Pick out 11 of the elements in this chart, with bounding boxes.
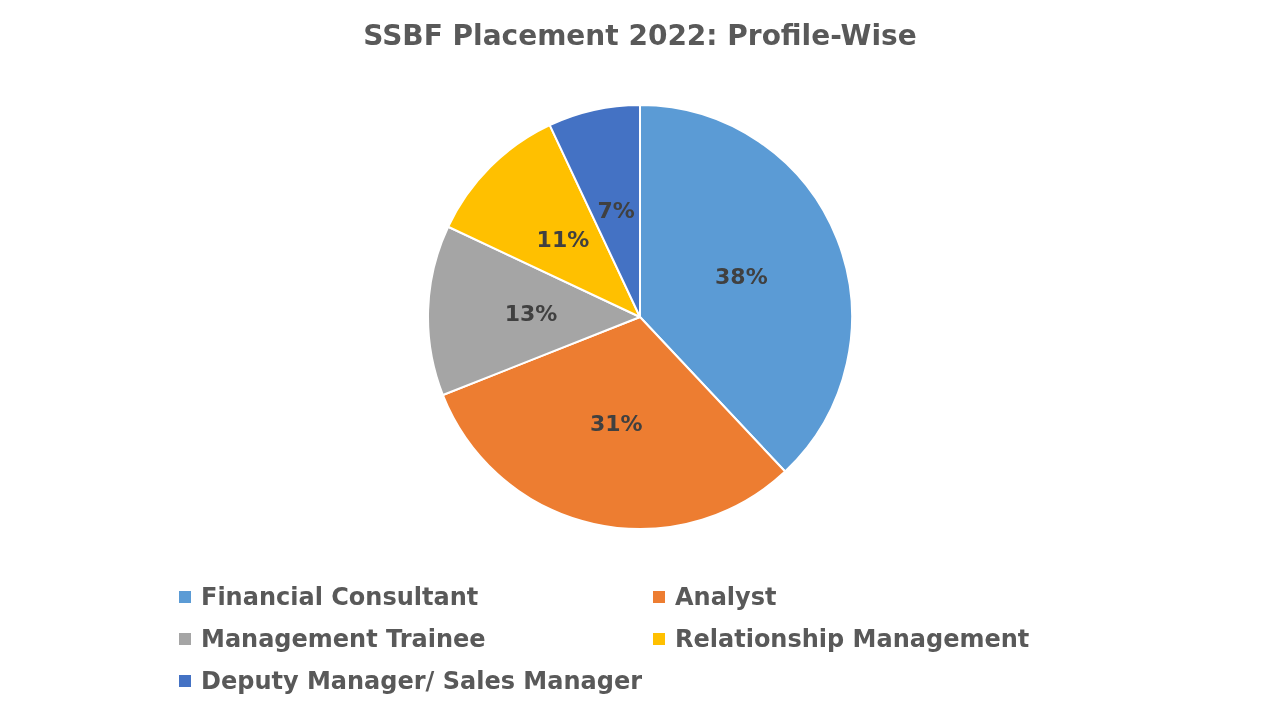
legend-label: Relationship Management	[675, 625, 1030, 653]
chart-title: SSBF Placement 2022: Profile-Wise	[363, 18, 917, 52]
data-label: 38%	[715, 264, 768, 290]
legend-label: Analyst	[675, 583, 777, 611]
data-label: 11%	[536, 227, 590, 253]
legend-label: Financial Consultant	[201, 583, 479, 611]
legend-label: Management Trainee	[201, 625, 486, 653]
legend-label: Deputy Manager/ Sales Manager	[201, 667, 643, 695]
data-label: 31%	[589, 410, 643, 436]
data-label: 13%	[504, 301, 558, 327]
data-label: 7%	[597, 198, 635, 224]
